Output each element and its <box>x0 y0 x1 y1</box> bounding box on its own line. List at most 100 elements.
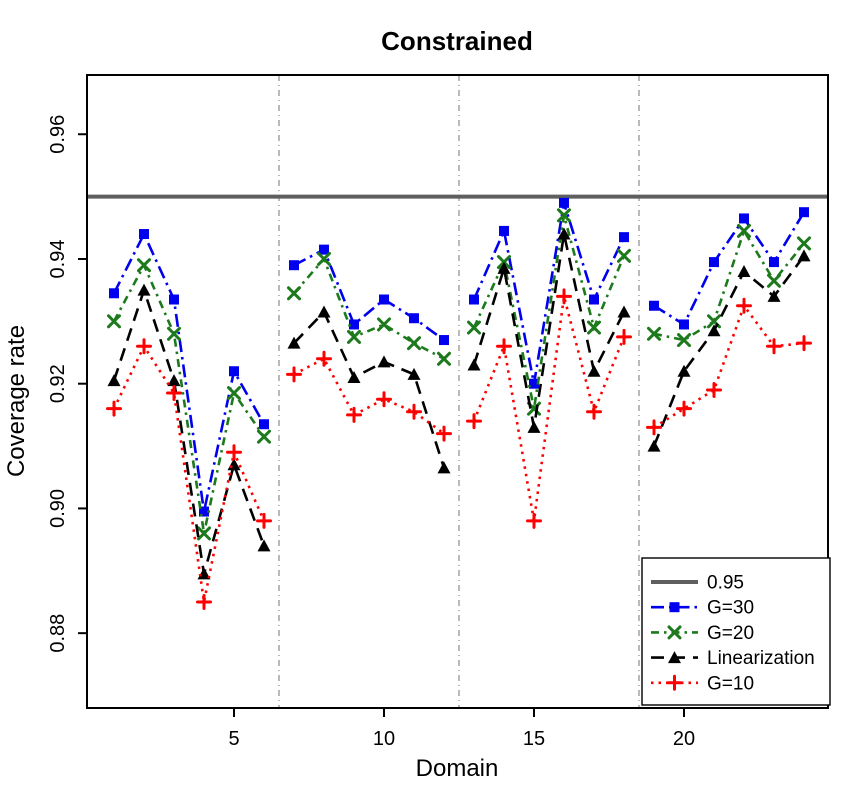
marker-square <box>319 244 329 255</box>
series-line-linearization <box>293 309 446 469</box>
marker-square <box>469 294 479 305</box>
marker-x <box>137 258 151 273</box>
y-tick-label: 0.88 <box>47 614 69 653</box>
legend-label: 0.95 <box>707 573 744 594</box>
marker-x <box>257 429 271 444</box>
marker-square <box>199 506 209 517</box>
marker-x <box>557 208 571 223</box>
marker-triangle <box>317 305 331 318</box>
marker-square <box>409 313 419 324</box>
y-tick-label: 0.96 <box>47 115 69 154</box>
marker-x <box>797 236 811 251</box>
marker-triangle <box>407 367 421 380</box>
marker-triangle <box>677 364 691 377</box>
marker-x <box>227 386 241 401</box>
x-tick-label: 10 <box>373 728 395 750</box>
series-line-linearization <box>112 286 266 575</box>
y-tick-label: 0.94 <box>47 240 69 279</box>
marker-square <box>739 213 749 224</box>
legend: 0.95 G=30 G=20 Linearization G=10 <box>641 557 831 706</box>
x-tick-label: 20 <box>673 728 695 750</box>
marker-x <box>167 326 181 341</box>
series-line-g-10 <box>472 296 626 522</box>
series-line-g-10 <box>293 357 445 435</box>
marker-square <box>589 294 599 305</box>
marker-triangle <box>527 420 541 433</box>
marker-triangle <box>557 227 571 240</box>
marker-square <box>139 229 149 240</box>
marker-square <box>709 257 719 268</box>
marker-square <box>649 300 659 311</box>
plot-border <box>86 74 829 709</box>
marker-square <box>529 378 539 389</box>
marker-triangle <box>647 439 661 452</box>
y-tick-label: 0.92 <box>47 364 69 403</box>
marker-square <box>769 257 779 268</box>
marker-x <box>467 320 481 335</box>
marker-triangle <box>737 264 751 277</box>
marker-square <box>349 319 359 330</box>
marker-x <box>767 273 781 288</box>
legend-label: Linearization <box>707 648 815 669</box>
marker-triangle <box>287 336 301 349</box>
marker-triangle <box>467 358 481 371</box>
series-line-g-30 <box>293 247 445 342</box>
marker-triangle <box>668 651 681 664</box>
plot-layer: 0.88 0.90 0.92 0.94 0.96 5 10 15 20 <box>47 74 829 750</box>
series-line-linearization <box>652 255 806 447</box>
marker-triangle <box>197 567 211 580</box>
marker-x <box>377 317 391 332</box>
marker-square <box>669 602 680 613</box>
marker-triangle <box>617 305 631 318</box>
series-line-g-20 <box>293 256 445 360</box>
marker-triangle <box>707 324 721 337</box>
marker-x <box>647 326 661 341</box>
series-line-g-20 <box>653 227 806 342</box>
marker-x <box>707 314 721 329</box>
marker-x <box>737 223 751 238</box>
marker-x <box>667 625 682 640</box>
marker-square <box>289 260 299 271</box>
legend-label: G=20 <box>707 623 754 644</box>
marker-x <box>197 526 211 541</box>
series-line-linearization <box>472 233 626 428</box>
marker-triangle <box>347 370 361 383</box>
series-line-g-20 <box>472 214 626 409</box>
marker-x <box>107 314 121 329</box>
marker-square <box>169 294 179 305</box>
series-line-g-20 <box>112 262 266 534</box>
marker-triangle <box>767 289 781 302</box>
marker-x <box>587 320 601 335</box>
x-tick-label: 5 <box>228 728 239 750</box>
marker-triangle <box>107 374 121 387</box>
marker-x <box>347 329 361 344</box>
marker-triangle <box>257 539 271 552</box>
marker-square <box>109 288 119 299</box>
marker-square <box>259 419 269 430</box>
x-axis-label: Domain <box>416 755 499 782</box>
series-line-g-30 <box>112 231 266 512</box>
marker-square <box>559 197 569 208</box>
marker-triangle <box>167 374 181 387</box>
y-tick-label: 0.90 <box>47 489 69 528</box>
series-line-g-30 <box>472 202 626 384</box>
chart-title: Constrained <box>381 26 533 56</box>
marker-square <box>679 319 689 330</box>
legend-label: G=10 <box>707 673 754 694</box>
marker-square <box>439 335 449 346</box>
legend-label: G=30 <box>707 598 754 619</box>
marker-triangle <box>497 261 511 274</box>
series-line-g-30 <box>653 211 806 327</box>
marker-triangle <box>437 461 451 474</box>
marker-triangle <box>137 283 151 296</box>
marker-x <box>407 336 421 351</box>
marker-triangle <box>377 355 391 368</box>
marker-square <box>799 207 809 218</box>
marker-square <box>229 366 239 377</box>
marker-square <box>379 294 389 305</box>
marker-square <box>619 232 629 243</box>
marker-triangle <box>797 249 811 262</box>
x-tick-label: 15 <box>523 728 545 750</box>
